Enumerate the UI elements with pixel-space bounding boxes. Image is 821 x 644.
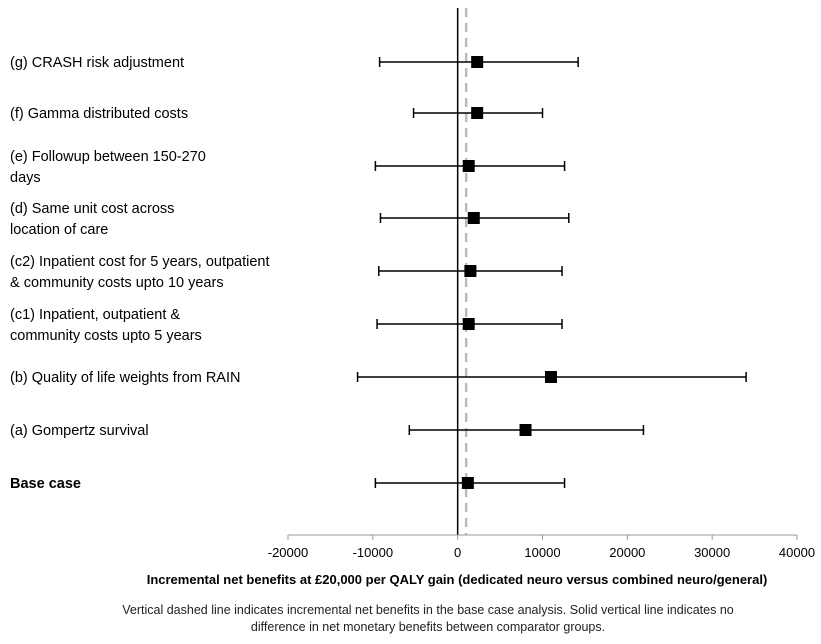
row-label-line: location of care (10, 222, 108, 238)
x-tick-label: -10000 (353, 545, 393, 560)
forest-row (356, 371, 747, 383)
row-label-line: (f) Gamma distributed costs (10, 106, 188, 122)
x-axis: -20000 -10000 0 10000 20000 30000 40000 (268, 534, 815, 560)
forest-row (379, 212, 570, 224)
row-label: (c2) Inpatient cost for 5 years, outpati… (10, 254, 270, 291)
forest-row (374, 160, 566, 172)
row-label: (b) Quality of life weights from RAIN (10, 370, 240, 386)
point-estimate-marker (461, 477, 474, 489)
row-label-line: days (10, 170, 41, 186)
forest-row (374, 477, 566, 489)
row-label-line: (b) Quality of life weights from RAIN (10, 370, 240, 386)
forest-row (376, 318, 563, 330)
point-estimate-marker (464, 265, 477, 277)
footnote: Vertical dashed line indicates increment… (122, 603, 734, 634)
point-estimate-marker (519, 424, 532, 436)
row-label-line: & community costs upto 10 years (10, 275, 224, 291)
forest-row (412, 107, 544, 119)
row-label: (c1) Inpatient, outpatient & community co… (10, 307, 202, 344)
point-estimate-marker (471, 56, 484, 68)
row-label: (a) Gompertz survival (10, 423, 149, 439)
row-label-line: Base case (10, 476, 81, 492)
point-estimate-marker (471, 107, 484, 119)
x-tick-label: 30000 (694, 545, 730, 560)
row-label: (f) Gamma distributed costs (10, 106, 188, 122)
forest-row (378, 265, 563, 277)
row-label-line: (c2) Inpatient cost for 5 years, outpati… (10, 254, 270, 270)
x-axis-label: Incremental net benefits at £20,000 per … (147, 572, 768, 587)
row-label-line: (e) Followup between 150-270 (10, 149, 206, 165)
x-tick-label: 0 (454, 545, 461, 560)
footnote-line: Vertical dashed line indicates increment… (122, 603, 734, 617)
forest-row (378, 56, 579, 68)
x-tick-label: 20000 (609, 545, 645, 560)
forest-row (408, 424, 645, 436)
row-label: (g) CRASH risk adjustment (10, 55, 184, 71)
row-label-line: (c1) Inpatient, outpatient & (10, 307, 180, 323)
forest-rows (356, 56, 747, 489)
row-label: (d) Same unit cost across location of car… (10, 201, 174, 238)
x-tick-label: 10000 (524, 545, 560, 560)
x-tick-label: -20000 (268, 545, 308, 560)
row-label-line: community costs upto 5 years (10, 328, 202, 344)
row-label: (e) Followup between 150-270 days (10, 149, 206, 186)
point-estimate-marker (462, 318, 475, 330)
point-estimate-marker (467, 212, 480, 224)
row-label: Base case (10, 476, 81, 492)
row-label-line: (d) Same unit cost across (10, 201, 174, 217)
point-estimate-marker (544, 371, 557, 383)
row-label-line: (g) CRASH risk adjustment (10, 55, 184, 71)
row-label-line: (a) Gompertz survival (10, 423, 149, 439)
point-estimate-marker (462, 160, 475, 172)
footnote-line: difference in net monetary benefits betw… (251, 620, 605, 634)
x-tick-label: 40000 (779, 545, 815, 560)
row-labels: (g) CRASH risk adjustment (f) Gamma distr… (10, 55, 270, 492)
